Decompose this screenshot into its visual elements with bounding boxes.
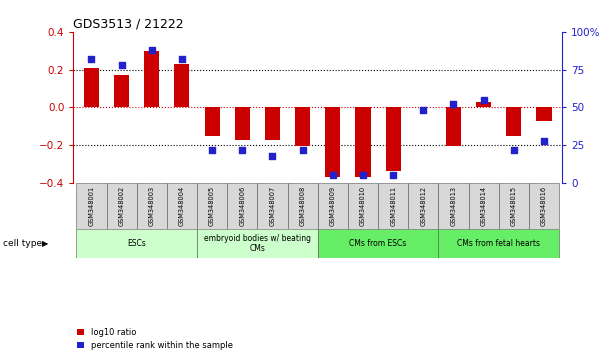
Bar: [295, 107, 310, 146]
Text: GDS3513 / 21222: GDS3513 / 21222: [73, 18, 184, 31]
Point: [509, 147, 519, 153]
Text: GSM348011: GSM348011: [390, 186, 396, 226]
Point: [177, 56, 187, 62]
Bar: [318, 183, 348, 229]
Text: GSM348010: GSM348010: [360, 186, 366, 226]
Bar: [114, 75, 129, 107]
Text: GSM348013: GSM348013: [450, 186, 456, 226]
Point: [207, 147, 217, 153]
Text: GSM348004: GSM348004: [179, 186, 185, 226]
Point: [298, 147, 307, 153]
Text: GSM348005: GSM348005: [209, 186, 215, 226]
Text: GSM348015: GSM348015: [511, 186, 517, 226]
Bar: [167, 183, 197, 229]
Point: [328, 172, 338, 178]
Point: [117, 62, 126, 68]
Text: embryoid bodies w/ beating
CMs: embryoid bodies w/ beating CMs: [204, 234, 311, 253]
Bar: [439, 229, 559, 258]
Bar: [536, 107, 552, 121]
Point: [358, 172, 368, 178]
Text: GSM348014: GSM348014: [481, 186, 487, 226]
Bar: [507, 107, 521, 136]
Bar: [137, 183, 167, 229]
Text: GSM348016: GSM348016: [541, 186, 547, 226]
Text: GSM348003: GSM348003: [148, 186, 155, 226]
Bar: [476, 102, 491, 107]
Bar: [318, 229, 439, 258]
Bar: [227, 183, 257, 229]
Bar: [76, 183, 106, 229]
Text: GSM348009: GSM348009: [330, 186, 336, 226]
Bar: [257, 183, 288, 229]
Bar: [469, 183, 499, 229]
Text: CMs from ESCs: CMs from ESCs: [349, 239, 407, 248]
Text: cell type: cell type: [3, 239, 42, 248]
Point: [448, 102, 458, 107]
Text: GSM348008: GSM348008: [299, 186, 306, 226]
Point: [419, 108, 428, 113]
Text: CMs from fetal hearts: CMs from fetal hearts: [457, 239, 540, 248]
Bar: [446, 107, 461, 146]
Bar: [174, 64, 189, 107]
Text: GSM348012: GSM348012: [420, 186, 426, 226]
Point: [238, 147, 247, 153]
Bar: [197, 229, 318, 258]
Bar: [265, 107, 280, 141]
Point: [268, 153, 277, 159]
Bar: [205, 107, 220, 136]
Text: ESCs: ESCs: [127, 239, 146, 248]
Bar: [197, 183, 227, 229]
Point: [539, 138, 549, 143]
Bar: [235, 107, 250, 141]
Bar: [439, 183, 469, 229]
Bar: [106, 183, 137, 229]
Bar: [529, 183, 559, 229]
Bar: [288, 183, 318, 229]
Bar: [378, 183, 408, 229]
Text: GSM348002: GSM348002: [119, 186, 125, 226]
Text: GSM348001: GSM348001: [89, 186, 95, 226]
Bar: [386, 107, 401, 171]
Legend: log10 ratio, percentile rank within the sample: log10 ratio, percentile rank within the …: [78, 328, 233, 350]
Bar: [348, 183, 378, 229]
Bar: [356, 107, 370, 177]
Point: [147, 47, 156, 53]
Point: [479, 97, 489, 103]
Text: GSM348007: GSM348007: [269, 186, 276, 226]
Bar: [499, 183, 529, 229]
Point: [388, 172, 398, 178]
Text: ▶: ▶: [42, 239, 48, 248]
Point: [87, 56, 97, 62]
Bar: [325, 107, 340, 177]
Bar: [84, 68, 99, 107]
Bar: [144, 51, 159, 107]
Bar: [76, 229, 197, 258]
Text: GSM348006: GSM348006: [240, 186, 245, 226]
Bar: [408, 183, 439, 229]
